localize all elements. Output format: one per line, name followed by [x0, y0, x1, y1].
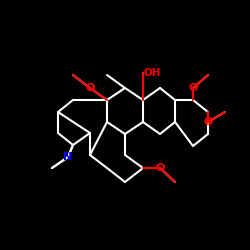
Text: OH: OH: [143, 68, 160, 78]
Text: O: O: [155, 163, 165, 173]
Text: O: O: [203, 117, 213, 127]
Text: O: O: [85, 83, 95, 93]
Text: O: O: [188, 83, 198, 93]
Text: N: N: [64, 152, 72, 162]
